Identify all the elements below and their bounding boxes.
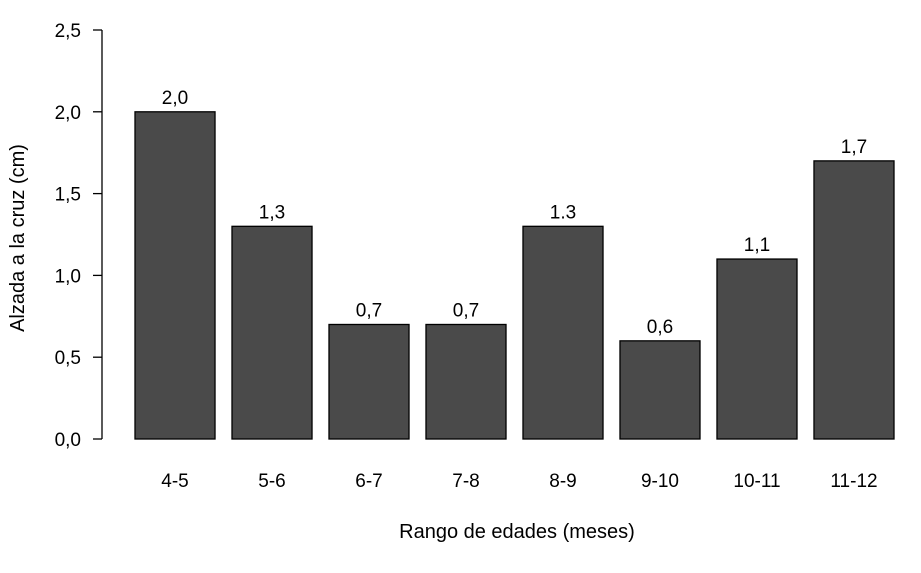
x-tick-label: 5-6 — [258, 471, 285, 492]
x-tick-label: 11-12 — [830, 471, 877, 492]
bar-value-labels: 2,0 1,3 0,7 0,7 1.3 0,6 1,1 1,7 — [162, 88, 867, 338]
bar-value-label: 1.3 — [550, 202, 576, 223]
bar-value-label: 0,7 — [453, 300, 479, 321]
bar-value-label: 0,6 — [647, 317, 673, 338]
x-tick-label: 9-10 — [641, 471, 679, 492]
x-tick-label: 10-11 — [733, 471, 780, 492]
bar-value-label: 1,3 — [259, 202, 285, 223]
y-tick-label: 2,0 — [55, 103, 81, 124]
x-tick-label: 8-9 — [549, 471, 576, 492]
bar-6-7 — [328, 323, 410, 440]
bar-value-label: 2,0 — [162, 88, 188, 109]
bar-10-11 — [716, 258, 798, 440]
bar-9-10 — [619, 340, 701, 440]
bar-11-12 — [813, 160, 895, 440]
bar-value-label: 0,7 — [356, 300, 382, 321]
x-tick-label: 4-5 — [161, 471, 188, 492]
bar-4-5 — [134, 111, 216, 440]
bars — [134, 111, 895, 440]
x-tick-labels: 4-5 5-6 6-7 7-8 8-9 9-10 10-11 11-12 — [161, 471, 877, 492]
bar-value-label: 1,7 — [841, 137, 867, 158]
y-tick-label: 1,5 — [55, 185, 81, 206]
bar-5-6 — [231, 225, 313, 440]
x-axis-label: Rango de edades (meses) — [399, 521, 635, 543]
bar-8-9 — [522, 225, 604, 440]
bar-value-label: 1,1 — [744, 235, 770, 256]
x-tick-label: 6-7 — [355, 471, 382, 492]
y-tick-label: 2,5 — [55, 21, 81, 42]
x-tick-label: 7-8 — [452, 471, 479, 492]
y-axis-label: Alzada a la cruz (cm) — [7, 144, 29, 332]
y-tick-label: 0,5 — [55, 348, 81, 369]
y-tick-label: 1,0 — [55, 266, 81, 287]
bar-7-8 — [425, 323, 507, 440]
y-axis: 0,0 0,5 1,0 1,5 2,0 2,5 — [55, 21, 103, 451]
y-tick-label: 0,0 — [55, 430, 81, 451]
